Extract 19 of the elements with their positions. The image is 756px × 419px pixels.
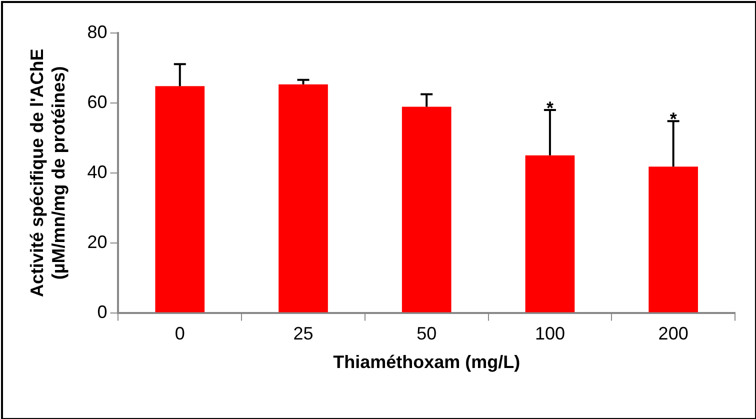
x-axis-title: Thiaméthoxam (mg/L) (333, 352, 520, 372)
x-tick-label: 25 (293, 324, 314, 344)
x-tick-label: 100 (534, 324, 565, 344)
y-tick-label: 0 (97, 302, 108, 322)
x-tick-label: 200 (658, 324, 688, 344)
annotation: * (546, 98, 554, 118)
bar (278, 84, 328, 312)
bar (402, 106, 452, 312)
y-axis-title: Activité spécifique de l'AChE (µM/mn/mg de protéines) (26, 48, 68, 298)
x-tick-label: 0 (174, 324, 185, 344)
annotation: * (670, 109, 677, 130)
y-tick-label: 80 (87, 22, 108, 42)
y-tick-label: 40 (87, 162, 108, 182)
bar (155, 86, 205, 312)
bar (525, 155, 575, 312)
x-tick-label: 50 (416, 324, 437, 344)
bar (648, 166, 698, 312)
y-tick-label: 20 (87, 232, 108, 252)
y-tick-label: 60 (87, 92, 108, 112)
